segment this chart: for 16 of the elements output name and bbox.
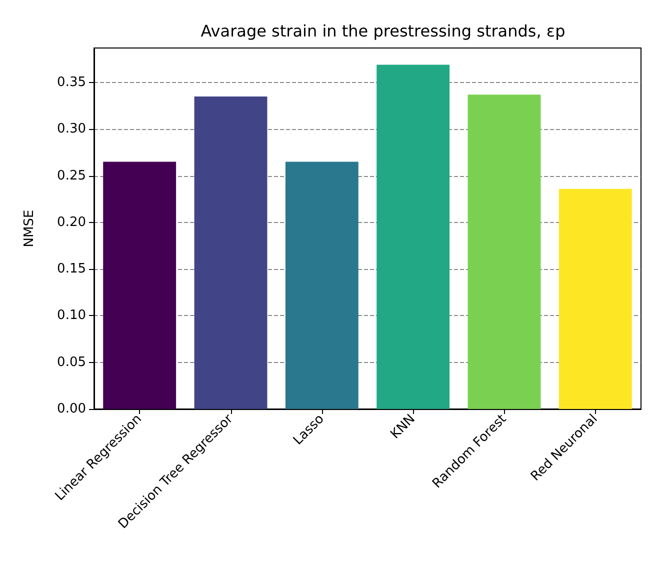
bar bbox=[558, 188, 632, 409]
y-tick-label: 0.30 bbox=[57, 122, 86, 137]
y-tick-label: 0.10 bbox=[57, 308, 86, 324]
bar bbox=[194, 96, 268, 409]
y-tick-label: 0.20 bbox=[57, 214, 86, 230]
y-tick-label: 0.15 bbox=[57, 262, 86, 277]
bar bbox=[103, 162, 176, 409]
chart-title: Avarage strain in the prestressing strands, εp bbox=[200, 22, 566, 40]
bar bbox=[376, 64, 450, 409]
bar bbox=[468, 94, 541, 409]
y-tick-label: 0.25 bbox=[57, 168, 86, 184]
bar bbox=[285, 162, 358, 409]
y-tick-label: 0.05 bbox=[57, 354, 86, 370]
y-axis-title: NMSE bbox=[22, 210, 37, 248]
y-tick-label: 0.00 bbox=[57, 402, 86, 416]
y-tick-label: 0.35 bbox=[57, 75, 86, 90]
